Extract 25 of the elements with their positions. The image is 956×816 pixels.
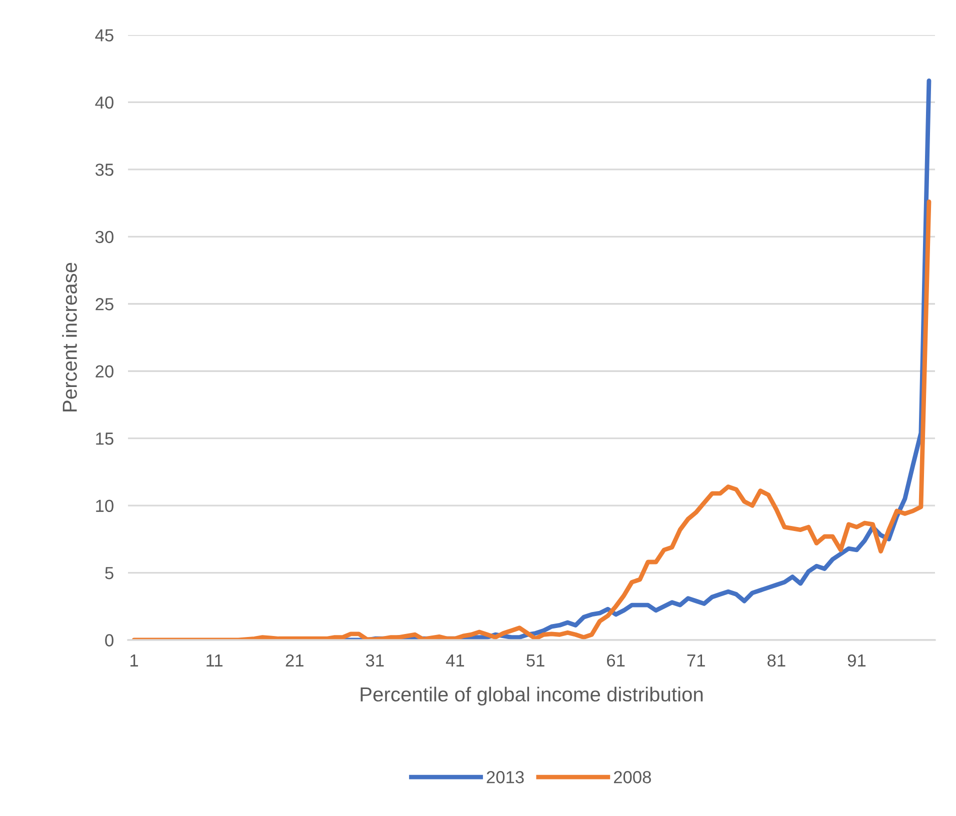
legend-label: 2008 (614, 771, 651, 784)
x-tick-label: 91 (848, 654, 866, 667)
y-tick-label: 45 (95, 29, 114, 42)
y-tick-label: 0 (105, 634, 114, 646)
y-tick-label: 25 (96, 298, 114, 310)
y-axis-title: Percent increase (62, 262, 77, 412)
x-tick-label: 1 (130, 654, 138, 666)
x-tick-label: 11 (206, 654, 222, 666)
y-tick-label: 35 (95, 164, 114, 176)
y-tick-label: 40 (95, 96, 114, 109)
y-tick-label: 20 (96, 365, 114, 378)
y-tick-label: 10 (96, 500, 114, 512)
x-tick-label: 41 (446, 654, 464, 666)
x-tick-label: 71 (687, 654, 705, 666)
line-series (132, 199, 932, 640)
y-tick-label: 30 (95, 230, 114, 244)
x-axis-title: Percentile of global income distribution (360, 686, 703, 706)
y-tick-label: 5 (105, 567, 114, 580)
legend-label: 2013 (486, 771, 524, 784)
x-tick-label: 31 (366, 654, 384, 667)
x-tick-label: 81 (768, 654, 786, 667)
x-tick-label: 51 (526, 654, 544, 667)
x-tick-label: 21 (286, 654, 304, 666)
x-tick-label: 61 (607, 654, 625, 667)
y-tick-label: 15 (96, 432, 114, 445)
